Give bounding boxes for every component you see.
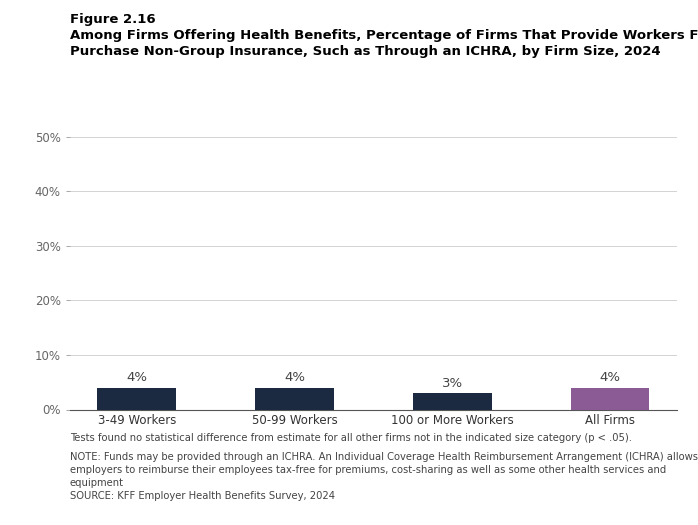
Bar — [255, 387, 334, 410]
Text: Figure 2.16: Figure 2.16 — [70, 13, 156, 26]
Text: 3%: 3% — [442, 377, 463, 390]
Text: 4%: 4% — [126, 371, 147, 384]
Text: NOTE: Funds may be provided through an ICHRA. An Individual Coverage Health Reim: NOTE: Funds may be provided through an I… — [70, 452, 698, 488]
Text: Among Firms Offering Health Benefits, Percentage of Firms That Provide Workers F: Among Firms Offering Health Benefits, Pe… — [70, 29, 698, 58]
Text: 4%: 4% — [284, 371, 305, 384]
Text: 4%: 4% — [600, 371, 621, 384]
Bar — [98, 387, 177, 410]
Text: Tests found no statistical difference from estimate for all other firms not in t: Tests found no statistical difference fr… — [70, 433, 632, 443]
Text: SOURCE: KFF Employer Health Benefits Survey, 2024: SOURCE: KFF Employer Health Benefits Sur… — [70, 491, 335, 501]
Bar — [570, 387, 649, 410]
Bar — [413, 393, 491, 410]
